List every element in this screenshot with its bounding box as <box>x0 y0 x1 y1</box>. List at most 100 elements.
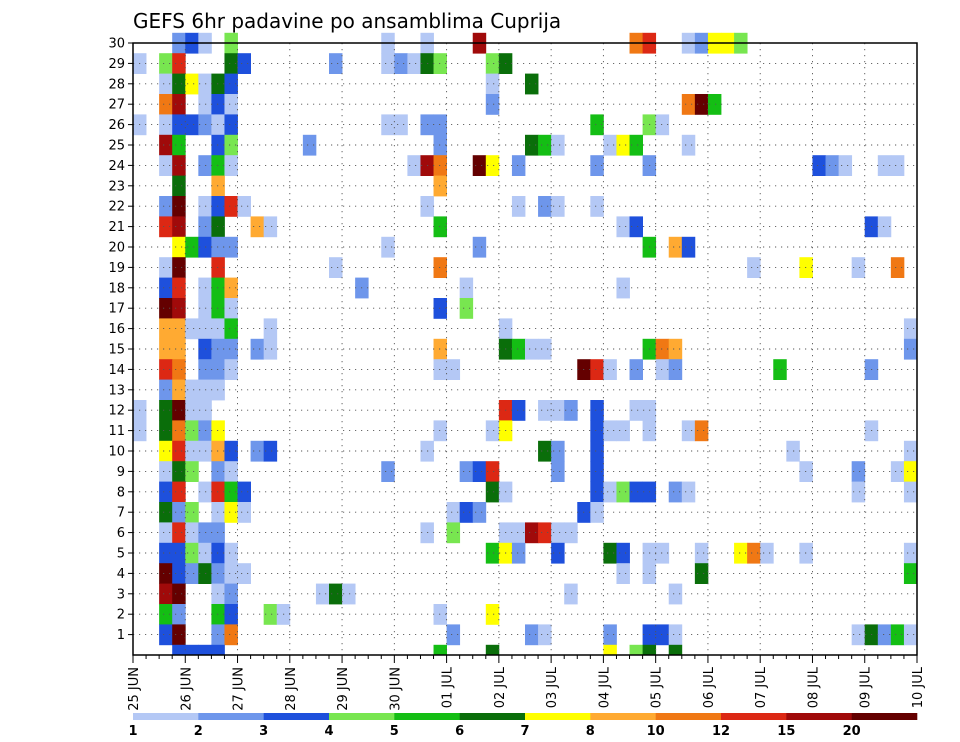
heatmap-cell <box>903 318 918 340</box>
colorbar-swatch <box>263 713 330 720</box>
heatmap-cell <box>551 461 565 482</box>
heatmap-cell <box>747 257 761 278</box>
heatmap-cell <box>903 481 918 503</box>
heatmap-cell <box>472 461 487 482</box>
heatmap-cell <box>734 542 748 564</box>
heatmap-cell <box>603 359 617 380</box>
heatmap-cell <box>812 155 826 176</box>
heatmap-cell <box>472 502 487 523</box>
y-tick-label: 5 <box>117 547 125 562</box>
heatmap-cell <box>525 522 539 544</box>
heatmap-cell <box>590 400 604 421</box>
heatmap-cell <box>485 420 500 442</box>
colorbar-label: 10 <box>647 724 665 739</box>
heatmap-cell <box>890 155 905 176</box>
heatmap-cell <box>172 644 186 656</box>
heatmap-cell <box>668 583 683 605</box>
heatmap-cell <box>172 400 186 421</box>
heatmap-cell <box>459 502 474 523</box>
colorbar-label: 6 <box>455 724 464 739</box>
heatmap-cell <box>224 461 238 482</box>
heatmap-cell <box>747 542 761 564</box>
heatmap-cell <box>485 542 500 564</box>
heatmap-cell <box>446 624 461 646</box>
y-tick-label: 2 <box>117 608 125 623</box>
heatmap-cell <box>185 644 199 656</box>
heatmap-cell <box>564 522 578 544</box>
heatmap-cell <box>159 563 173 584</box>
heatmap-cell <box>263 440 278 462</box>
heatmap-cell <box>590 114 604 136</box>
heatmap-cell <box>172 359 186 380</box>
heatmap-cell <box>224 94 238 115</box>
x-axis: 25 JUN 26 JUN 27 JUN 28 JUN 29 JUN 30 JUN 01 J… <box>127 655 926 711</box>
heatmap-cell <box>224 481 238 503</box>
colorbar-swatch <box>721 713 787 720</box>
y-tick-label: 16 <box>108 322 125 337</box>
heatmap-cell <box>250 338 265 360</box>
heatmap-cell <box>616 563 630 584</box>
heatmap-cell <box>159 400 173 421</box>
heatmap-cell <box>603 624 617 646</box>
heatmap-cell <box>590 461 604 482</box>
heatmap-cell <box>224 196 238 217</box>
heatmap-cell <box>681 134 696 156</box>
heatmap-cell <box>172 155 186 176</box>
heatmap-cell <box>459 277 474 299</box>
heatmap-cell <box>459 298 474 319</box>
heatmap-cell <box>159 298 173 319</box>
heatmap-cell <box>629 400 643 421</box>
y-tick-label: 10 <box>108 445 125 460</box>
heatmap-cell <box>381 461 395 482</box>
x-tick-label: 26 JUN <box>179 667 194 711</box>
heatmap-cell <box>511 196 526 217</box>
x-tick-label: 07 JUL <box>754 666 769 708</box>
heatmap-cell <box>224 318 238 340</box>
heatmap-cell <box>890 624 905 646</box>
heatmap-cell <box>551 400 565 421</box>
heatmap-cell <box>172 604 186 625</box>
heatmap-cell <box>433 134 447 156</box>
heatmap-cell <box>237 53 251 74</box>
heatmap-cell <box>159 461 173 482</box>
x-tick-label: 01 JUL <box>441 666 456 708</box>
x-tick-label: 04 JUL <box>597 666 612 708</box>
heatmap-cell <box>485 94 500 115</box>
heatmap-cell <box>668 644 683 656</box>
heatmap-cell <box>590 359 604 380</box>
heatmap-cell <box>903 338 918 360</box>
heatmap-cell <box>629 644 643 656</box>
heatmap-cell <box>302 134 317 156</box>
heatmap-cell <box>538 400 552 421</box>
heatmap-cell <box>224 563 238 584</box>
x-tick-label: 29 JUN <box>336 667 351 711</box>
heatmap-cell <box>159 359 173 380</box>
heatmap-cell <box>694 542 709 564</box>
heatmap-cell <box>433 420 447 442</box>
heatmap-cell <box>851 481 866 503</box>
heatmap-cell <box>616 481 630 503</box>
heatmap-cell <box>224 440 238 462</box>
x-tick-label: 08 JUL <box>806 666 821 708</box>
heatmap-cell <box>590 502 604 523</box>
heatmap-cell <box>825 155 839 176</box>
heatmap-cell <box>198 644 212 656</box>
heatmap-cell <box>668 624 683 646</box>
colorbar-label: 8 <box>586 724 595 739</box>
heatmap-cell <box>185 400 199 421</box>
x-tick-label: 09 JUL <box>859 666 874 708</box>
heatmap-cell <box>224 73 238 95</box>
colorbar-swatch <box>459 713 526 720</box>
heatmap-cell <box>525 73 539 95</box>
heatmap-cell <box>159 53 173 74</box>
heatmap-cell <box>485 481 500 503</box>
heatmap-cell <box>511 338 526 360</box>
heatmap-cell <box>211 644 225 656</box>
heatmap-cell <box>485 604 500 625</box>
heatmap-cell <box>616 542 630 564</box>
heatmap-cell <box>446 522 461 544</box>
heatmap-cell <box>603 134 617 156</box>
heatmap-cell <box>381 53 395 74</box>
heatmap-cell <box>511 542 526 564</box>
heatmap-cell <box>381 114 395 136</box>
